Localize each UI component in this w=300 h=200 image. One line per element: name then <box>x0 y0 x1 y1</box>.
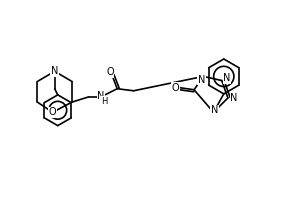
Text: O: O <box>172 83 179 93</box>
Text: N: N <box>223 73 231 83</box>
Text: N: N <box>51 66 59 76</box>
Text: N: N <box>97 91 104 101</box>
Text: N: N <box>230 93 238 103</box>
Text: N: N <box>211 105 218 115</box>
Text: N: N <box>198 75 205 85</box>
Text: H: H <box>101 97 107 106</box>
Text: O: O <box>49 107 56 117</box>
Text: O: O <box>106 67 114 77</box>
